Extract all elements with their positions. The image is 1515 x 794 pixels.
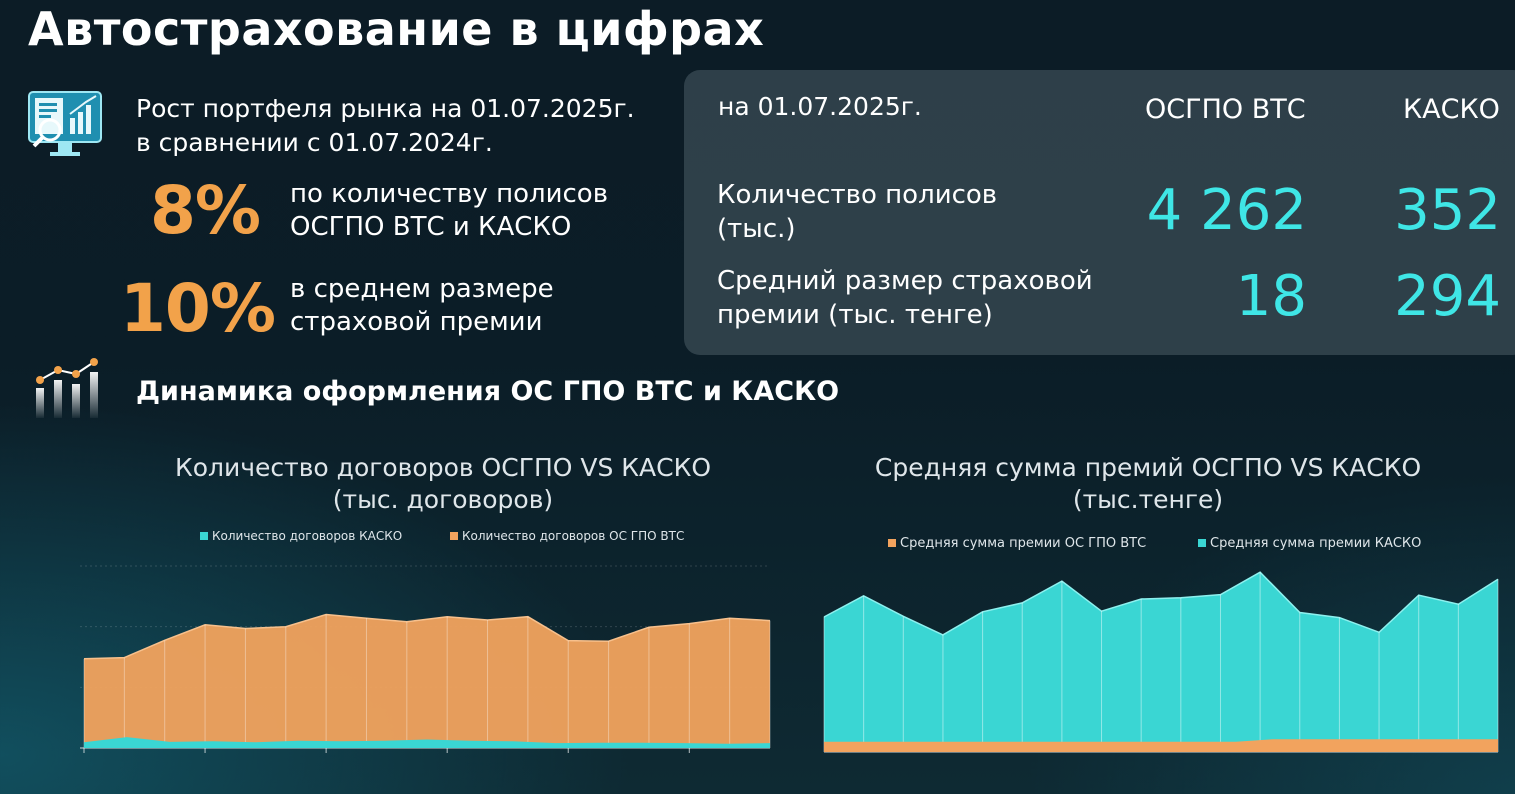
chart2-legend-osgpo: Средняя сумма премии ОС ГПО ВТС [900, 536, 1146, 551]
analytics-monitor-icon [28, 91, 102, 156]
stat2-label-line1: в среднем размере [290, 274, 554, 304]
policy-count-row-label: Количество полисов (тыс.) [717, 178, 997, 246]
stat2-label-line2: страховой премии [290, 307, 543, 337]
row1-label-line1: Количество полисов [717, 180, 998, 210]
growth-heading-line2: в сравнении с 01.07.2024г. [136, 128, 493, 157]
summary-column-osgpo: ОСГПО ВТС [1145, 94, 1306, 125]
kasko-count-area [84, 737, 770, 748]
row1-label-line2: (тыс.) [717, 214, 796, 244]
policy-count-kasko-value: 352 [1394, 178, 1501, 243]
policy-count-growth-label: по количеству полисов ОСГПО ВТС и КАСКО [290, 178, 608, 244]
chart2-legend-kasko: Средняя сумма премии КАСКО [1210, 536, 1421, 551]
chart1-legend-osgpo: Количество договоров ОС ГПО ВТС [462, 529, 684, 543]
chart2-title-line2: (тыс.тенге) [1073, 485, 1223, 514]
summary-card [684, 70, 1515, 355]
dynamics-heading: Динамика оформления ОС ГПО ВТС и КАСКО [136, 376, 840, 407]
policy-count-growth-value: 8% [149, 172, 261, 249]
legend-swatch-kasko [200, 532, 208, 540]
chart1-title-line1: Количество договоров ОСГПО VS КАСКО [175, 453, 711, 482]
osgpo-count-area [84, 614, 770, 748]
avg-premium-kasko-value: 294 [1394, 264, 1501, 329]
legend-swatch-kasko-premium [1198, 539, 1206, 547]
legend-swatch-osgpo [450, 532, 458, 540]
avg-premium-osgpo-value: 18 [1235, 264, 1307, 329]
legend-swatch-osgpo-premium [888, 539, 896, 547]
chart1-title-line2: (тыс. договоров) [333, 485, 553, 514]
growth-chart-icon [36, 358, 98, 418]
stat1-label-line2: ОСГПО ВТС и КАСКО [290, 212, 572, 242]
summary-column-kasko: КАСКО [1403, 94, 1500, 125]
kasko-premium-area [824, 572, 1498, 752]
chart1-legend-kasko: Количество договоров КАСКО [212, 529, 402, 543]
contracts-count-chart: Количество договоров ОСГПО VS КАСКО (тыс… [80, 453, 771, 753]
row2-label-line2: премии (тыс. тенге) [717, 300, 993, 330]
avg-premium-row-label: Средний размер страховой премии (тыс. те… [717, 264, 1093, 332]
summary-date: на 01.07.2025г. [718, 92, 922, 121]
premium-growth-label: в среднем размере страховой премии [290, 273, 554, 339]
growth-heading: Рост портфеля рынка на 01.07.2025г. в ср… [136, 92, 635, 160]
page-title: Автострахование в цифрах [28, 2, 765, 56]
row2-label-line1: Средний размер страховой [717, 266, 1093, 296]
osgpo-count-line [83, 613, 771, 660]
stat1-label-line1: по количеству полисов [290, 179, 609, 209]
osgpo-premium-area [824, 739, 1498, 752]
policy-count-osgpo-value: 4 262 [1146, 178, 1307, 243]
avg-premium-chart: Средняя сумма премий ОСГПО VS КАСКО (тыс… [823, 453, 1499, 753]
chart2-title-line1: Средняя сумма премий ОСГПО VS КАСКО [875, 453, 1421, 482]
kasko-premium-line [823, 571, 1499, 636]
premium-growth-value: 10% [120, 270, 276, 347]
growth-heading-line1: Рост портфеля рынка на 01.07.2025г. [136, 94, 635, 123]
